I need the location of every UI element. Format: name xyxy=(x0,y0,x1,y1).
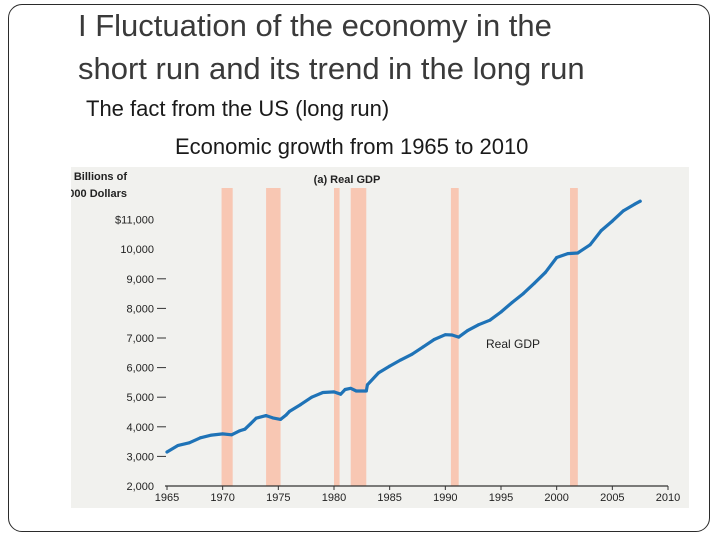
data-point-1966 xyxy=(176,443,180,447)
data-point-1974.5 xyxy=(271,416,275,420)
data-point-1985 xyxy=(388,364,392,368)
x-tick-label-1965: 1965 xyxy=(155,492,179,504)
y-tick-label-9000: 9,000 xyxy=(126,274,154,286)
recession-band-2 xyxy=(266,188,281,486)
data-point-1997 xyxy=(521,292,525,296)
y-tick-label-4000: 4,000 xyxy=(126,422,154,434)
data-point-1983 xyxy=(365,383,369,387)
slide-title-line-2: short run and its trend in the long run xyxy=(78,51,585,86)
data-point-2000 xyxy=(555,255,559,259)
subtitle-us-fact: The fact from the US (long run) xyxy=(86,96,390,121)
data-point-1995 xyxy=(499,310,503,314)
data-point-1980.6 xyxy=(339,392,343,396)
data-point-2004 xyxy=(599,229,603,233)
x-tick-label-2005: 2005 xyxy=(600,492,624,504)
data-point-1991.2 xyxy=(457,335,461,339)
data-point-1977 xyxy=(299,403,303,407)
y-axis-label-line-2: 2000 Dollars xyxy=(71,188,127,200)
y-tick-label-3000: 3,000 xyxy=(126,451,154,463)
data-point-2002 xyxy=(577,250,581,254)
x-tick-label-1995: 1995 xyxy=(489,492,513,504)
data-point-1978 xyxy=(310,395,314,399)
x-tick-label-2000: 2000 xyxy=(544,492,568,504)
data-point-1979 xyxy=(321,390,325,394)
data-point-1967 xyxy=(187,441,191,445)
chart-title: (a) Real GDP xyxy=(314,174,381,186)
recession-band-4 xyxy=(350,188,367,486)
data-point-1981.5 xyxy=(349,386,353,390)
data-point-2006 xyxy=(621,209,625,213)
data-point-2007.5 xyxy=(638,199,642,203)
data-point-1969 xyxy=(210,433,214,437)
data-point-1980 xyxy=(332,390,336,394)
data-point-1993 xyxy=(477,323,481,327)
y-tick-label-7000: 7,000 xyxy=(126,333,154,345)
x-tick-label-1970: 1970 xyxy=(210,492,234,504)
data-point-2001 xyxy=(566,252,570,256)
data-point-1972.5 xyxy=(249,422,252,426)
data-point-1992 xyxy=(466,329,470,333)
data-point-1976 xyxy=(287,409,291,413)
x-tick-label-2010: 2010 xyxy=(656,492,680,504)
slide-frame xyxy=(8,4,710,532)
data-point-1968 xyxy=(198,436,202,440)
data-point-1996 xyxy=(510,300,514,304)
data-point-1970.8 xyxy=(230,433,234,437)
data-point-1971.5 xyxy=(237,429,241,433)
data-point-1986 xyxy=(399,358,403,362)
chart-background xyxy=(71,167,689,508)
y-axis-label-line-1: Billions of xyxy=(74,171,128,183)
data-point-1984 xyxy=(377,371,381,375)
data-point-1994 xyxy=(488,318,492,322)
data-point-1999 xyxy=(544,270,548,274)
y-tick-label-2000: 2,000 xyxy=(126,481,154,493)
x-tick-label-1975: 1975 xyxy=(266,492,290,504)
data-point-1989 xyxy=(432,337,436,341)
y-tick-label-8000: 8,000 xyxy=(126,303,154,315)
y-tick-label-11000: $11,000 xyxy=(115,215,154,227)
y-tick-label-6000: 6,000 xyxy=(126,363,154,375)
data-point-1982 xyxy=(354,389,358,393)
data-point-1973.9 xyxy=(264,414,268,418)
y-tick-label-10000: 10,000 xyxy=(120,244,154,256)
data-point-1988 xyxy=(421,345,425,349)
data-point-2007 xyxy=(633,202,637,206)
data-point-2005 xyxy=(610,219,614,223)
real-gdp-chart: (a) Real GDP Billions of 2000 Dollars 2,000… xyxy=(71,167,689,508)
data-point-1972 xyxy=(243,427,247,431)
data-point-1998 xyxy=(532,281,536,285)
data-point-2003 xyxy=(588,243,592,247)
slide-title: I Fluctuation of the economy in the shor… xyxy=(78,4,698,90)
slide-title-line-1: I Fluctuation of the economy in the xyxy=(78,8,552,43)
data-point-1987 xyxy=(410,352,414,356)
recession-band-3 xyxy=(334,188,340,486)
chart-area: (a) Real GDP Billions of 2000 Dollars 2,000… xyxy=(71,167,689,508)
data-point-1965 xyxy=(165,450,169,454)
data-point-1981 xyxy=(343,388,347,392)
recession-band-6 xyxy=(570,188,578,486)
subtitle-growth-period: Economic growth from 1965 to 2010 xyxy=(175,134,529,159)
data-point-1975.7 xyxy=(284,413,288,417)
recession-band-1 xyxy=(221,188,233,486)
data-point-1975.2 xyxy=(279,417,283,421)
series-label-real-gdp: Real GDP xyxy=(486,337,540,351)
x-tick-label-1985: 1985 xyxy=(377,492,401,504)
y-tick-label-5000: 5,000 xyxy=(126,392,154,404)
data-point-1982.9 xyxy=(364,389,368,393)
data-point-1970 xyxy=(221,432,225,436)
data-point-1990 xyxy=(443,333,447,337)
data-point-1990.6 xyxy=(450,333,454,337)
x-tick-label-1980: 1980 xyxy=(322,492,346,504)
data-point-1973 xyxy=(254,416,258,420)
x-tick-label-1990: 1990 xyxy=(433,492,457,504)
